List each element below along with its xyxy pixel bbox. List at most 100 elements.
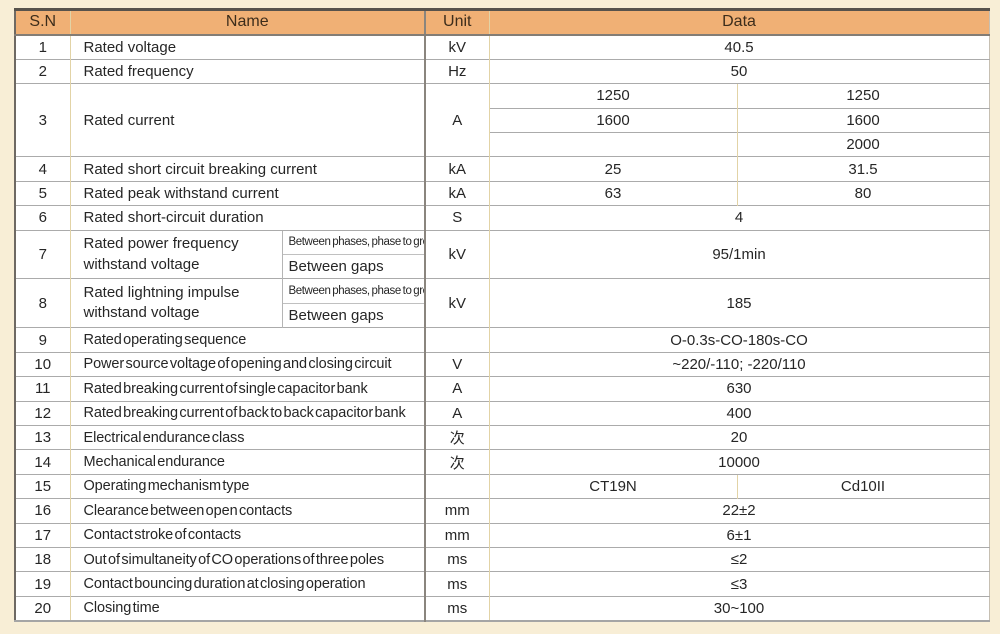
data-cell: 95/1min [488,229,990,279]
name-cell: Rated frequency [69,58,425,84]
name-cell: Contact bouncing duration at closing ope… [69,571,425,597]
sn-cell: 6 [15,205,70,231]
name-cell: Clearance between open contacts [69,498,425,524]
table-header-row: S.N Name Unit Data [15,9,990,36]
table-row: Between gaps [15,302,989,328]
sn-cell: 17 [15,522,70,548]
table-row: 14 Mechanical endurance 次 10000 [15,449,990,475]
sn-cell: 5 [15,180,70,206]
data-right-cell: 1250 [736,83,990,109]
data-cell: ≤3 [488,571,990,597]
name-cell: Rated operating sequence [69,327,425,353]
data-cell: 400 [488,400,990,426]
data-right-cell: 80 [736,180,990,206]
unit-cell: 次 [424,424,489,450]
name-cell: Rated breaking current of single capacit… [69,376,425,402]
unit-cell: S [424,205,489,231]
sn-cell: 4 [15,156,70,182]
sn-cell: 19 [15,571,70,597]
table-row: 11 Rated breaking current of single capa… [15,376,990,402]
header-data: Data [488,9,990,36]
name-cell: Rated peak withstand current [69,180,425,206]
unit-cell: Hz [424,58,489,84]
header-sn: S.N [15,9,70,36]
data-cell: 185 [488,278,990,328]
unit-cell: 次 [424,449,489,475]
sn-cell: 10 [15,351,70,377]
table-row: 16 Clearance between open contacts mm 22… [15,498,990,524]
unit-cell: A [424,376,489,402]
name-cell: Mechanical endurance [69,449,425,475]
sn-cell: 8 [15,278,70,328]
data-cell: 40.5 [488,34,990,60]
data-cell: O-0.3s-CO-180s-CO [488,327,990,353]
data-cell: ~220/-110; -220/110 [488,351,990,377]
name-cell: Rated power frequency withstand voltage [69,229,282,279]
sn-cell: 16 [15,498,70,524]
sub-phases-cell: Between phases, phase to ground [281,229,425,255]
unit-cell: kA [424,156,489,182]
data-left-cell: 25 [488,156,737,182]
data-left-cell [488,132,737,157]
table-row: 12 Rated breaking current of back to bac… [15,400,990,426]
unit-cell: V [424,351,489,377]
sub-gaps-cell: Between gaps [281,302,425,328]
table-row: 2000 [15,132,990,157]
data-cell: 30~100 [488,595,990,621]
table-row: 2 Rated frequency Hz 50 [15,58,990,84]
sn-cell: 15 [15,473,70,499]
name-cell: Electrical endurance class [69,424,425,450]
sn-cell: 2 [15,58,70,84]
unit-cell: kA [424,180,489,206]
data-cell: 630 [488,376,990,402]
table-row: 15 Operating mechanism type CT19N Cd10II [15,473,990,499]
table-row: 6 Rated short-circuit duration S 4 [15,205,990,231]
unit-cell: kV [424,278,489,328]
name-cell: Rated lightning impulse withstand voltag… [69,278,282,328]
unit-cell: mm [424,522,489,548]
unit-cell [424,473,489,499]
data-cell: 6±1 [488,522,990,548]
unit-cell: mm [424,498,489,524]
sn-cell: 11 [15,376,70,402]
table-row: 7 Rated power frequency withstand voltag… [15,229,990,279]
name-cell: Rated breaking current of back to back c… [69,400,425,426]
data-cell: 50 [488,58,990,84]
table-row: 4 Rated short circuit breaking current k… [15,156,990,182]
table-row: 5 Rated peak withstand current kA 63 80 [15,180,990,206]
sn-cell: 13 [15,424,70,450]
name-cell: Contact stroke of contacts [69,522,425,548]
data-cell: 22±2 [488,498,990,524]
sub-phases-cell: Between phases, phase to ground [281,278,425,304]
unit-cell [424,327,489,353]
sn-cell: 12 [15,400,70,426]
header-name: Name [69,9,425,36]
data-left-cell: 63 [488,180,737,206]
sn-cell: 14 [15,449,70,475]
table-row: Between gaps [15,254,989,279]
table-row: 13 Electrical endurance class 次 20 [15,424,990,450]
sub-gaps-cell: Between gaps [281,254,425,279]
data-right-cell: 2000 [736,132,990,157]
unit-cell: kV [424,34,489,60]
data-cell: ≤2 [488,546,990,572]
name-cell: Rated current [69,83,425,157]
unit-cell: ms [424,595,489,621]
data-left-cell: CT19N [488,473,737,499]
sn-cell: 1 [15,34,70,60]
table-row: 18 Out of simultaneity of CO operations … [15,546,990,572]
data-cell: 20 [488,424,990,450]
name-cell: Rated short-circuit duration [69,205,425,231]
sn-cell: 20 [15,595,70,621]
specification-table: S.N Name Unit Data 1 Rated voltage kV 40… [14,8,990,622]
unit-cell: kV [424,229,489,279]
name-cell: Rated short circuit breaking current [69,156,425,182]
name-cell: Rated voltage [69,34,425,60]
table-row: 8 Rated lightning impulse withstand volt… [15,278,990,328]
table-row: 1600 1600 [15,107,990,133]
data-right-cell: Cd10II [736,473,990,499]
sn-cell: 9 [15,327,70,353]
table-row: 20 Closing time ms 30~100 [15,595,990,621]
header-unit: Unit [424,9,489,36]
